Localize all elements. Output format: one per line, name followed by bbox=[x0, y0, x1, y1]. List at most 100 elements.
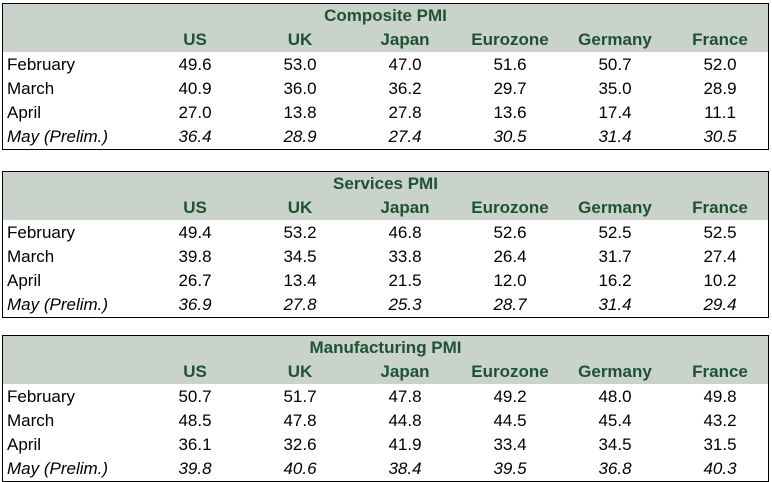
table-row: February 49.4 53.2 46.8 52.6 52.5 52.5 bbox=[3, 221, 768, 245]
column-header-germany: Germany bbox=[578, 362, 652, 381]
cell-germany: 17.4 bbox=[598, 103, 632, 122]
table-row-prelim: May (Prelim.) 36.9 27.8 25.3 28.7 31.4 2… bbox=[3, 293, 768, 317]
column-header-uk: UK bbox=[287, 362, 313, 381]
table-title: Composite PMI bbox=[324, 6, 447, 25]
row-label: February bbox=[7, 223, 76, 242]
column-header-us: US bbox=[183, 30, 207, 49]
row-label: May (Prelim.) bbox=[7, 127, 109, 146]
column-header-uk: UK bbox=[287, 198, 313, 217]
cell-us: 49.6 bbox=[178, 55, 212, 74]
cell-france: 49.8 bbox=[703, 387, 737, 406]
cell-eurozone: 52.6 bbox=[493, 223, 527, 242]
cell-uk: 47.8 bbox=[283, 411, 317, 430]
cell-france: 43.2 bbox=[703, 411, 737, 430]
row-label: March bbox=[7, 411, 55, 430]
cell-us: 26.7 bbox=[178, 271, 212, 290]
cell-japan: 46.8 bbox=[388, 223, 422, 242]
table-row: April 36.1 32.6 41.9 33.4 34.5 31.5 bbox=[3, 433, 768, 457]
composite-pmi-table: Composite PMI US UK Japan Eurozone Germa… bbox=[2, 3, 769, 150]
cell-japan: 21.5 bbox=[388, 271, 422, 290]
column-header-japan: Japan bbox=[380, 198, 430, 217]
table-row: March 40.9 36.0 36.2 29.7 35.0 28.9 bbox=[3, 77, 768, 101]
cell-uk: 53.0 bbox=[283, 55, 317, 74]
column-header-france: France bbox=[692, 198, 748, 217]
cell-germany: 16.2 bbox=[598, 271, 632, 290]
cell-us: 39.8 bbox=[178, 247, 212, 266]
cell-france: 40.3 bbox=[703, 459, 737, 478]
cell-eurozone: 39.5 bbox=[493, 459, 527, 478]
cell-us: 36.4 bbox=[178, 127, 212, 146]
cell-uk: 32.6 bbox=[283, 435, 317, 454]
table-row: April 26.7 13.4 21.5 12.0 16.2 10.2 bbox=[3, 269, 768, 293]
cell-germany: 34.5 bbox=[598, 435, 632, 454]
column-header-germany: Germany bbox=[578, 30, 652, 49]
row-label: May (Prelim.) bbox=[7, 295, 109, 314]
cell-france: 30.5 bbox=[703, 127, 737, 146]
cell-eurozone: 28.7 bbox=[493, 295, 527, 314]
cell-eurozone: 51.6 bbox=[493, 55, 527, 74]
cell-uk: 27.8 bbox=[283, 295, 317, 314]
cell-eurozone: 13.6 bbox=[493, 103, 527, 122]
cell-uk: 34.5 bbox=[283, 247, 317, 266]
cell-france: 29.4 bbox=[703, 295, 737, 314]
cell-uk: 40.6 bbox=[283, 459, 317, 478]
row-label: February bbox=[7, 55, 76, 74]
cell-france: 52.5 bbox=[703, 223, 737, 242]
cell-france: 11.1 bbox=[704, 103, 736, 122]
cell-uk: 13.4 bbox=[283, 271, 317, 290]
cell-france: 31.5 bbox=[703, 435, 737, 454]
cell-us: 40.9 bbox=[178, 79, 212, 98]
table-header: Manufacturing PMI US UK Japan Eurozone G… bbox=[3, 336, 768, 384]
column-header-row: US UK Japan Eurozone Germany France bbox=[3, 196, 768, 220]
table-title: Manufacturing PMI bbox=[309, 338, 462, 357]
cell-germany: 31.4 bbox=[598, 295, 632, 314]
cell-eurozone: 49.2 bbox=[493, 387, 527, 406]
cell-eurozone: 30.5 bbox=[493, 127, 527, 146]
cell-france: 27.4 bbox=[703, 247, 737, 266]
cell-us: 36.1 bbox=[178, 435, 212, 454]
row-label: February bbox=[7, 387, 76, 406]
cell-germany: 36.8 bbox=[598, 459, 632, 478]
cell-japan: 27.8 bbox=[388, 103, 422, 122]
manufacturing-pmi-table: Manufacturing PMI US UK Japan Eurozone G… bbox=[2, 335, 769, 482]
table-header: Services PMI US UK Japan Eurozone German… bbox=[3, 172, 768, 220]
cell-us: 39.8 bbox=[178, 459, 212, 478]
cell-us: 50.7 bbox=[178, 387, 212, 406]
cell-eurozone: 12.0 bbox=[493, 271, 527, 290]
row-label: March bbox=[7, 79, 55, 98]
table-row: February 50.7 51.7 47.8 49.2 48.0 49.8 bbox=[3, 385, 768, 409]
row-label: April bbox=[7, 435, 42, 454]
column-header-france: France bbox=[692, 30, 748, 49]
cell-japan: 27.4 bbox=[388, 127, 422, 146]
cell-uk: 36.0 bbox=[283, 79, 317, 98]
cell-eurozone: 33.4 bbox=[493, 435, 527, 454]
table-row-prelim: May (Prelim.) 36.4 28.9 27.4 30.5 31.4 3… bbox=[3, 125, 768, 149]
cell-us: 36.9 bbox=[178, 295, 212, 314]
table-row: March 39.8 34.5 33.8 26.4 31.7 27.4 bbox=[3, 245, 768, 269]
cell-eurozone: 26.4 bbox=[493, 247, 527, 266]
cell-japan: 25.3 bbox=[388, 295, 422, 314]
cell-uk: 51.7 bbox=[283, 387, 317, 406]
table-body: February 49.6 53.0 47.0 51.6 50.7 52.0 M… bbox=[3, 52, 768, 149]
column-header-germany: Germany bbox=[578, 198, 652, 217]
cell-germany: 50.7 bbox=[598, 55, 632, 74]
cell-france: 10.2 bbox=[703, 271, 737, 290]
cell-france: 28.9 bbox=[703, 79, 737, 98]
table-header: Composite PMI US UK Japan Eurozone Germa… bbox=[3, 4, 768, 52]
column-header-eurozone: Eurozone bbox=[471, 362, 549, 381]
cell-japan: 41.9 bbox=[388, 435, 422, 454]
cell-germany: 35.0 bbox=[598, 79, 632, 98]
cell-uk: 13.8 bbox=[283, 103, 317, 122]
column-header-japan: Japan bbox=[380, 362, 430, 381]
column-header-row: US UK Japan Eurozone Germany France bbox=[3, 360, 768, 384]
column-header-uk: UK bbox=[287, 30, 313, 49]
column-header-row: US UK Japan Eurozone Germany France bbox=[3, 28, 768, 52]
table-row: April 27.0 13.8 27.8 13.6 17.4 11.1 bbox=[3, 101, 768, 125]
cell-japan: 47.8 bbox=[388, 387, 422, 406]
cell-japan: 47.0 bbox=[388, 55, 422, 74]
cell-eurozone: 29.7 bbox=[493, 79, 527, 98]
column-header-eurozone: Eurozone bbox=[471, 30, 549, 49]
table-row: March 48.5 47.8 44.8 44.5 45.4 43.2 bbox=[3, 409, 768, 433]
column-header-france: France bbox=[692, 362, 748, 381]
row-label: April bbox=[7, 103, 42, 122]
